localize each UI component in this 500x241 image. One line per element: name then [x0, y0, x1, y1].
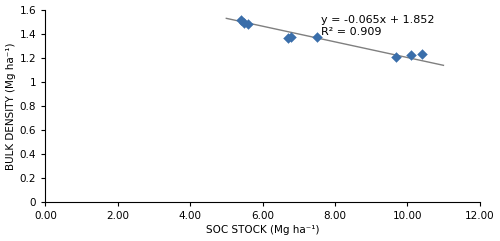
Y-axis label: BULK DENSITY (Mg ha⁻¹): BULK DENSITY (Mg ha⁻¹): [6, 42, 16, 170]
Point: [244, 22, 252, 26]
Point: [418, 52, 426, 56]
Point: [288, 35, 296, 39]
Point: [240, 21, 248, 25]
Point: [237, 19, 245, 22]
Point: [313, 35, 321, 39]
X-axis label: SOC STOCK (Mg ha⁻¹): SOC STOCK (Mg ha⁻¹): [206, 225, 320, 235]
Point: [392, 55, 400, 59]
Point: [407, 54, 415, 57]
Point: [284, 37, 292, 40]
Text: y = -0.065x + 1.852
R² = 0.909: y = -0.065x + 1.852 R² = 0.909: [321, 15, 434, 37]
